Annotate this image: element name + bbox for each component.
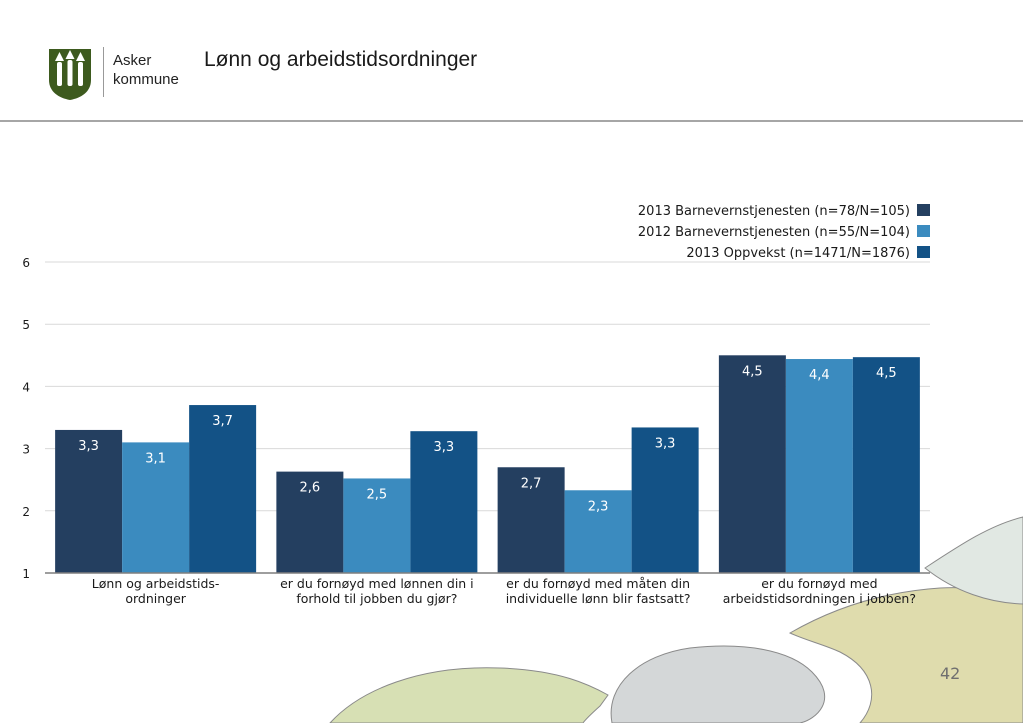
x-tick-label: Lønn og arbeidstids- <box>92 576 220 591</box>
bar <box>410 431 478 573</box>
x-tick-label: arbeidstidsordningen i jobben? <box>723 591 916 606</box>
bar <box>343 478 411 573</box>
data-label: 4,4 <box>809 368 830 383</box>
green-leaf-shape <box>329 667 609 723</box>
data-label: 2,6 <box>300 481 321 496</box>
legend-entry: 2013 Oppvekst (n=1471/N=1876) <box>686 246 910 261</box>
y-tick-label: 3 <box>22 443 30 457</box>
legend-swatch <box>917 225 930 237</box>
page-title: Lønn og arbeidstidsordninger <box>204 48 478 71</box>
data-label: 2,7 <box>521 476 542 491</box>
data-label: 4,5 <box>876 366 897 381</box>
bar <box>564 490 632 573</box>
y-tick-label: 5 <box>22 318 30 332</box>
bar <box>189 405 257 573</box>
y-tick-label: 1 <box>22 567 30 581</box>
bar <box>276 471 344 573</box>
grey-bubble-shape <box>610 645 826 723</box>
legend-entry: 2012 Barnevernstjenesten (n=55/N=104) <box>638 225 910 240</box>
y-tick-label: 2 <box>22 505 30 519</box>
x-tick-label: forhold til jobben du gjør? <box>296 591 457 606</box>
data-label: 3,3 <box>78 439 99 454</box>
page-number: 42 <box>940 664 961 683</box>
bars <box>55 355 920 573</box>
bar <box>55 429 123 573</box>
x-tick-label: ordninger <box>125 591 186 606</box>
asker-kommune-logo <box>49 49 91 100</box>
legend-entry: 2013 Barnevernstjenesten (n=78/N=105) <box>638 204 910 219</box>
legend-swatch <box>917 246 930 258</box>
logo-line-2: kommune <box>113 71 179 88</box>
legend: 2013 Barnevernstjenesten (n=78/N=105) 201… <box>638 204 930 261</box>
data-label: 2,3 <box>588 499 609 514</box>
legend-swatch <box>917 204 930 216</box>
header-divider <box>0 120 1023 122</box>
data-label: 3,3 <box>655 436 676 451</box>
bar <box>497 467 565 573</box>
x-tick-label: er du fornøyd med måten din <box>506 576 690 591</box>
data-labels: 3,3 3,1 3,7 2,6 2,5 3,3 2,7 2,3 3,3 4,5 4,4 4,5 <box>78 364 896 514</box>
bar <box>852 357 920 573</box>
logo-divider <box>103 47 104 97</box>
bar <box>122 442 190 573</box>
axes: 1 2 3 4 5 6 Lønn og arbeidstids-ordninger er du… <box>22 256 930 606</box>
x-tick-label: er du fornøyd med <box>761 576 877 591</box>
data-label: 4,5 <box>742 364 763 379</box>
x-tick-label: individuelle lønn blir fastsatt? <box>506 591 691 606</box>
y-tick-label: 6 <box>22 256 30 270</box>
bar <box>631 427 699 573</box>
logo-wordmark: Asker kommune <box>113 51 179 89</box>
mint-bubble-shape <box>924 516 1023 605</box>
x-tick-label: er du fornøyd med lønnen din i <box>280 576 474 591</box>
bar <box>718 355 786 573</box>
data-label: 3,7 <box>212 414 233 429</box>
y-tick-label: 4 <box>22 380 30 394</box>
data-label: 3,3 <box>434 440 455 455</box>
logo-line-1: Asker <box>113 52 152 69</box>
bar <box>785 359 853 573</box>
data-label: 2,5 <box>367 487 388 502</box>
data-label: 3,1 <box>145 451 166 466</box>
